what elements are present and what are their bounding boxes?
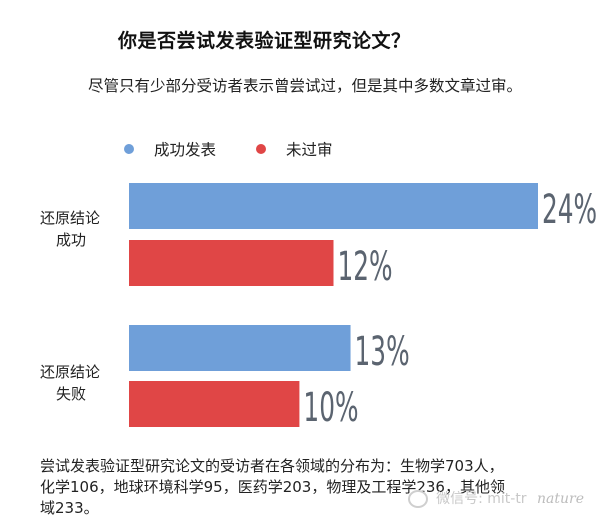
legend-dot-red-icon [256, 144, 266, 154]
group-label-line: 还原结论 [40, 363, 101, 381]
group-label-failure: 还原结论 失败 [40, 361, 120, 405]
bar-rejected-not-reproduced [129, 381, 300, 427]
group-label-line: 还原结论 [40, 209, 101, 227]
footnote: 尝试发表验证型研究论文的受访者在各领域的分布为：生物学703人，化学106，地球… [40, 457, 505, 517]
value-label: 12% [338, 243, 393, 290]
value-label: 10% [303, 384, 358, 431]
watermark-wechat: 微信号: mit-tr [436, 491, 527, 507]
group-label-line: 失败 [56, 385, 87, 403]
bar-success-not-reproduced [129, 325, 351, 371]
legend-label-success: 成功发表 [154, 141, 217, 159]
value-label: 24% [542, 186, 597, 233]
wechat-icon [407, 490, 428, 508]
value-label: 13% [355, 328, 410, 375]
watermark: 微信号: mit-tr nature [407, 488, 584, 508]
bar-rejected-reproduced [129, 240, 334, 286]
chart-subtitle: 尽管只有少部分受访者表示曾尝试过，但是其中多数文章过审。 [88, 77, 523, 95]
legend-label-rejected: 未过审 [286, 141, 333, 159]
chart-title: 你是否尝试发表验证型研究论文？ [118, 30, 411, 52]
legend-dot-blue-icon [124, 144, 134, 154]
group-label-success: 还原结论 成功 [40, 207, 120, 251]
watermark-brand: nature [537, 491, 584, 507]
group-label-line: 成功 [56, 231, 87, 249]
bar-success-reproduced [129, 183, 538, 229]
